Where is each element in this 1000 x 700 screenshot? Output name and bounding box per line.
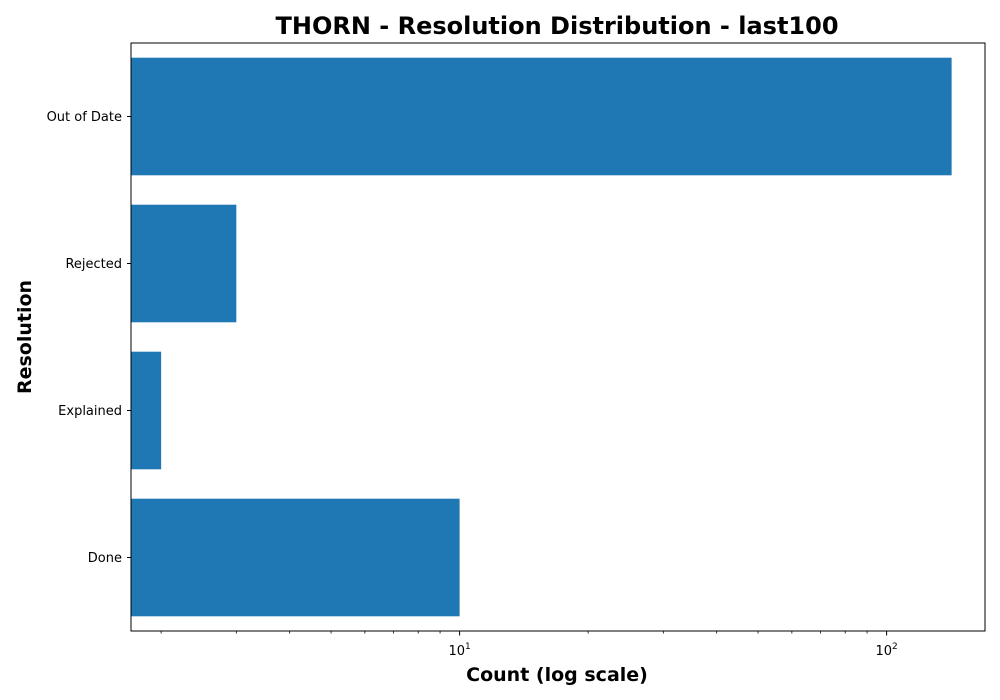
bar-done <box>131 498 460 617</box>
y-tick-label: Explained <box>58 404 122 419</box>
x-tick-label: 102 <box>875 642 897 659</box>
bar-out-of-date <box>131 57 952 176</box>
bar-explained <box>131 351 162 470</box>
bar-rejected <box>131 204 237 323</box>
x-tick-base: 10 <box>875 644 892 659</box>
x-tick-label: 101 <box>448 642 470 659</box>
x-axis-label: Count (log scale) <box>466 664 648 686</box>
y-tick-label: Out of Date <box>47 110 122 125</box>
x-tick-exponent: 1 <box>465 642 471 652</box>
x-tick-base: 10 <box>448 644 465 659</box>
y-axis-label: Resolution <box>14 280 36 394</box>
x-tick-exponent: 2 <box>892 642 898 652</box>
chart-title: THORN - Resolution Distribution - last10… <box>275 12 838 40</box>
plot-frame <box>130 42 986 632</box>
bars-layer <box>131 57 952 617</box>
y-tick-label: Done <box>88 551 122 566</box>
y-tick-label: Rejected <box>65 257 122 272</box>
